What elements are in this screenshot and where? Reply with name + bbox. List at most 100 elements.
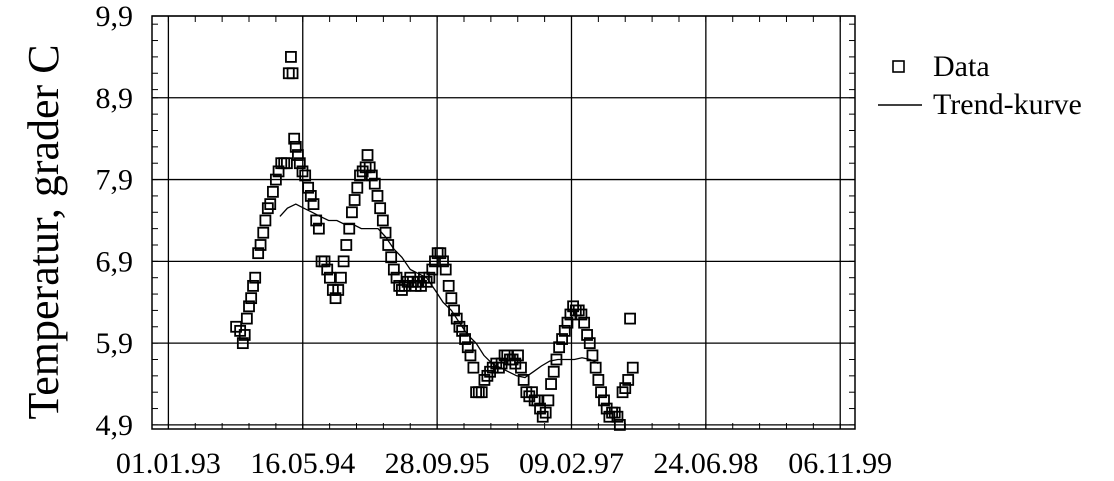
data-point bbox=[361, 149, 374, 161]
data-point bbox=[450, 312, 463, 325]
data-point bbox=[310, 214, 323, 227]
data-point bbox=[595, 386, 607, 399]
x-tick-label: 28.09.95 bbox=[385, 447, 490, 480]
data-point bbox=[589, 361, 602, 374]
data-point bbox=[286, 67, 299, 80]
x-tick-label: 01.01.93 bbox=[116, 447, 221, 480]
data-point bbox=[257, 226, 270, 239]
data-point bbox=[296, 165, 309, 178]
data-point bbox=[539, 406, 552, 419]
data-point bbox=[517, 374, 530, 386]
data-point bbox=[379, 226, 392, 239]
legend-data-marker bbox=[892, 60, 905, 73]
y-tick-label: 5,9 bbox=[96, 327, 134, 360]
data-point bbox=[467, 361, 480, 374]
data-point bbox=[624, 312, 636, 325]
data-point bbox=[236, 337, 249, 350]
data-point bbox=[365, 169, 378, 182]
x-tick-label: 06.11.99 bbox=[788, 447, 892, 480]
data-point bbox=[288, 132, 301, 145]
data-point bbox=[586, 349, 599, 362]
data-point bbox=[269, 173, 282, 186]
data-point bbox=[456, 324, 469, 337]
data-point bbox=[581, 329, 593, 341]
y-tick-label: 4,9 bbox=[96, 409, 134, 442]
trend-curve bbox=[279, 203, 599, 379]
data-point bbox=[292, 149, 304, 161]
data-point bbox=[423, 271, 436, 284]
y-tick-label: 9,9 bbox=[96, 0, 134, 33]
data-point bbox=[382, 239, 395, 251]
data-point bbox=[337, 255, 350, 268]
data-point bbox=[583, 337, 596, 350]
data-point bbox=[312, 222, 325, 235]
data-point bbox=[385, 251, 398, 264]
data-point bbox=[572, 304, 585, 317]
data-point bbox=[376, 214, 389, 227]
data-point bbox=[493, 361, 505, 374]
data-point bbox=[611, 410, 624, 423]
data-point bbox=[434, 247, 447, 260]
data-point bbox=[249, 271, 262, 284]
data-point bbox=[346, 206, 358, 219]
legend-data-label: Data bbox=[933, 50, 990, 83]
data-point bbox=[475, 386, 488, 399]
data-point bbox=[259, 214, 272, 227]
data-point bbox=[307, 198, 320, 210]
data-point bbox=[464, 349, 477, 362]
data-point bbox=[318, 255, 331, 268]
data-point bbox=[453, 320, 466, 333]
data-point bbox=[536, 410, 549, 423]
data-point bbox=[592, 374, 605, 386]
x-tick-label: 09.02.97 bbox=[519, 447, 624, 480]
data-point bbox=[448, 304, 460, 317]
data-point bbox=[323, 271, 336, 284]
data-point bbox=[302, 181, 315, 194]
x-tick-label: 16.05.94 bbox=[250, 447, 355, 480]
data-point bbox=[558, 324, 571, 337]
data-point bbox=[542, 394, 555, 407]
data-point bbox=[626, 361, 639, 374]
data-point bbox=[348, 194, 361, 206]
data-point bbox=[363, 161, 376, 174]
data-point bbox=[264, 198, 277, 210]
data-point bbox=[550, 353, 563, 366]
data-point bbox=[267, 185, 279, 198]
data-point bbox=[561, 316, 574, 329]
data-point bbox=[304, 190, 317, 202]
x-tick-label: 24.06.98 bbox=[653, 447, 758, 480]
data-point bbox=[598, 394, 610, 407]
data-point bbox=[332, 284, 345, 296]
data-point bbox=[329, 292, 342, 305]
data-point bbox=[619, 382, 632, 395]
plot-frame bbox=[151, 15, 856, 430]
y-tick-label: 6,9 bbox=[96, 245, 134, 278]
data-point bbox=[230, 320, 243, 333]
data-point bbox=[608, 406, 621, 419]
data-point bbox=[578, 316, 591, 329]
data-point bbox=[243, 300, 255, 313]
data-point bbox=[247, 279, 259, 292]
data-point bbox=[459, 333, 471, 345]
data-point bbox=[545, 378, 557, 390]
y-tick-label: 8,9 bbox=[96, 82, 134, 115]
minor-ticks bbox=[152, 16, 855, 429]
y-axis-label: Temperatur, grader C bbox=[19, 44, 68, 419]
data-point bbox=[281, 157, 293, 170]
axis-tick-labels: 01.01.93 16.05.94 28.09.95 09.02.97 24.06.98… bbox=[96, 0, 893, 480]
data-point bbox=[299, 169, 312, 182]
data-point bbox=[531, 394, 544, 407]
data-point bbox=[293, 157, 306, 170]
legend-trend-label: Trend-kurve bbox=[933, 88, 1082, 121]
data-point bbox=[442, 279, 455, 292]
data-point bbox=[374, 202, 387, 215]
data-point bbox=[390, 271, 403, 284]
data-point bbox=[484, 365, 496, 378]
data-point bbox=[371, 190, 384, 202]
data-point bbox=[553, 341, 566, 354]
data-point bbox=[486, 361, 499, 374]
legend: Data Trend-kurve bbox=[878, 50, 1082, 121]
data-point bbox=[556, 333, 568, 345]
